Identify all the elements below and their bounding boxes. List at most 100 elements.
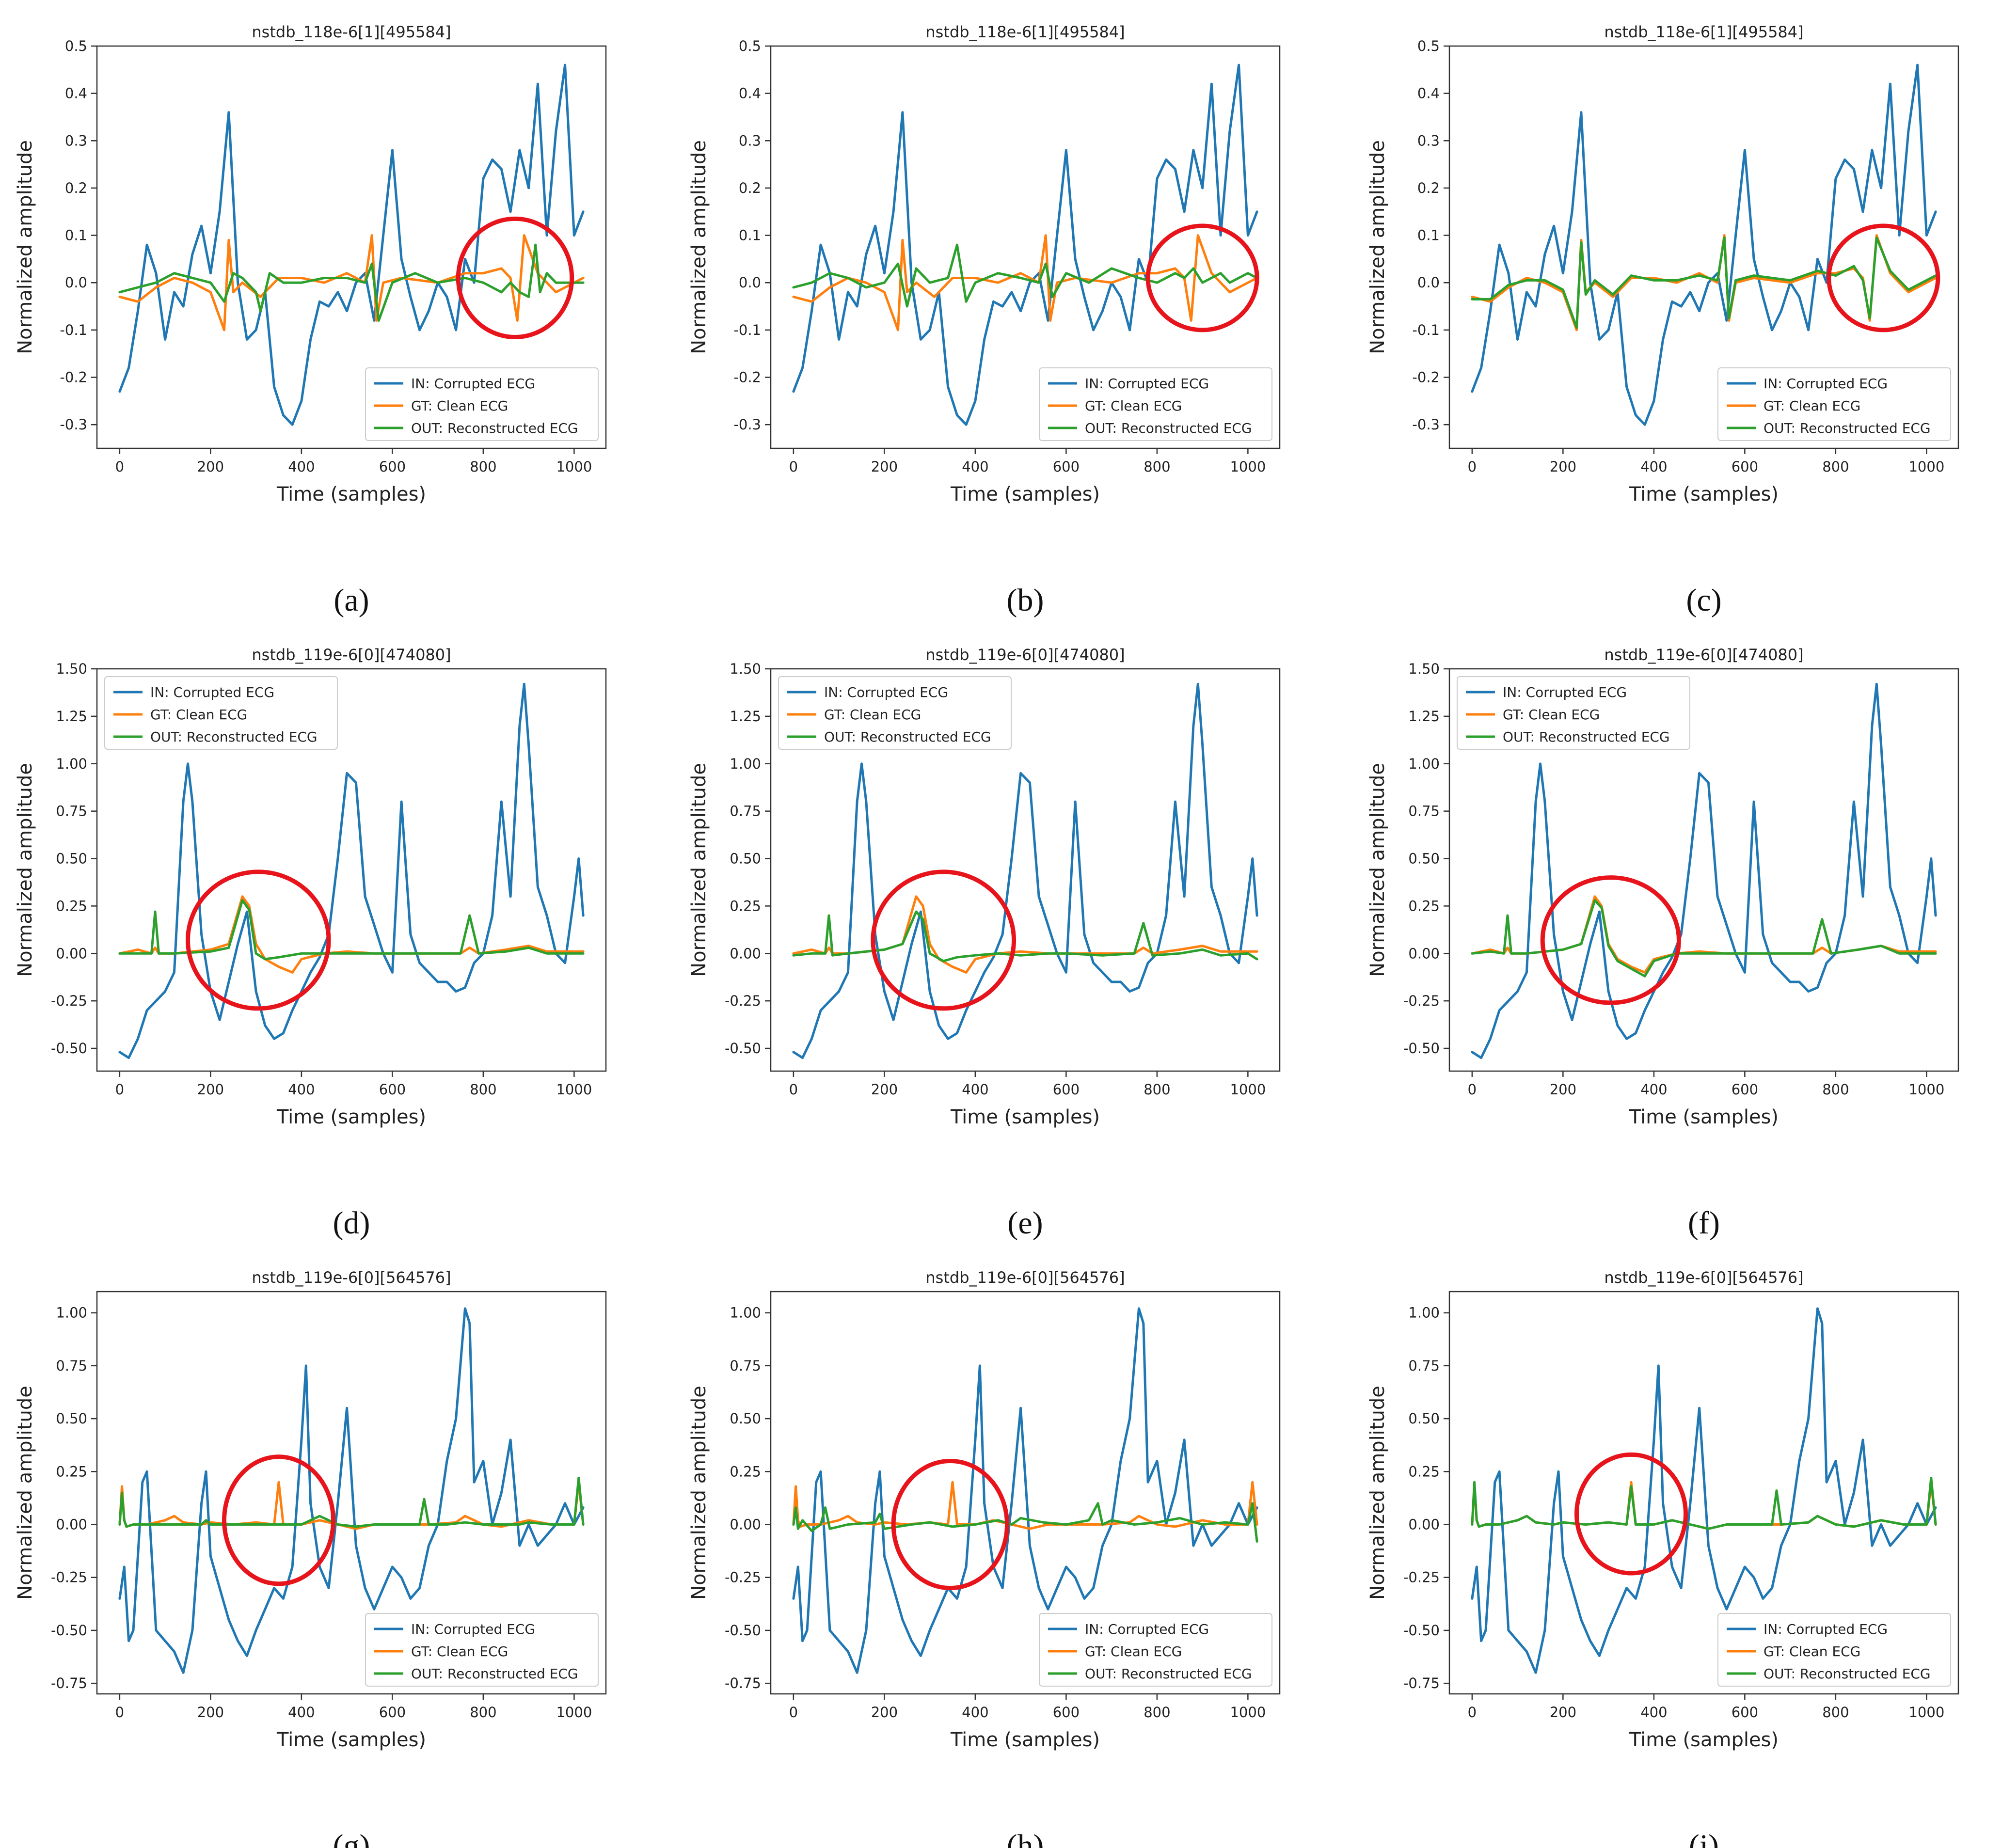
x-tick-label: 400 [1640,1081,1667,1098]
y-tick-label: -0.25 [725,1569,761,1586]
chart-panel: nstdb_119e-6[0][474080] 0 200 400 600 800 1000… [688,646,1281,1241]
x-axis-label: Time (samples) [276,1106,426,1128]
y-tick-label: -0.2 [733,369,761,386]
chart-panel: nstdb_118e-6[1][495584] 0 200 400 600 800 1000… [688,23,1281,618]
panel-caption: (b) [1007,583,1044,618]
legend-entry: IN: Corrupted ECG [1085,376,1209,392]
x-axis-label: Time (samples) [276,483,426,505]
y-tick-label: 1.00 [1408,756,1440,772]
legend-entry: GT: Clean ECG [1764,398,1860,414]
plot-area [1471,1307,1937,1674]
y-tick-label: -0.25 [1403,993,1440,1009]
legend: IN: Corrupted ECG GT: Clean ECG OUT: Recon… [778,676,1012,750]
series-in-corrupted-ecg [1471,63,1937,426]
y-tick-label: 1.00 [730,756,761,772]
series-in-corrupted-ecg [1471,1307,1937,1674]
legend-entry: OUT: Reconstructed ECG [411,1666,578,1682]
highlight-circle [222,1454,335,1586]
x-tick-label: 0 [1468,1704,1477,1721]
chart-panel: nstdb_119e-6[0][564576] 0 200 400 600 800 1000… [1366,1268,1959,1848]
chart-title: nstdb_118e-6[1][495584] [925,23,1125,41]
highlight-circle [456,216,574,340]
y-axis-label: Normalized amplitude [1366,140,1389,354]
x-tick-label: 0 [1468,1081,1477,1098]
panel-caption: (f) [1688,1205,1720,1241]
y-tick-label: 0.2 [739,180,761,196]
chart-panel: nstdb_119e-6[0][564576] 0 200 400 600 800 1000… [14,1268,607,1848]
series-out-reconstructed-ecg [1471,237,1937,329]
chart-title: nstdb_119e-6[0][474080] [925,646,1125,664]
x-tick-label: 400 [962,458,988,475]
series-out-reconstructed-ecg [118,243,585,322]
legend-entry: OUT: Reconstructed ECG [1764,420,1931,436]
x-tick-label: 200 [871,1704,898,1721]
y-tick-label: -0.75 [725,1675,761,1691]
x-tick-label: 0 [115,1704,124,1721]
y-tick-label: 0.25 [730,1463,761,1480]
chart-title: nstdb_119e-6[0][564576] [1604,1268,1803,1287]
x-tick-label: 800 [1144,458,1170,475]
highlight-circle [1574,1452,1688,1576]
legend-entry: OUT: Reconstructed ECG [150,729,318,745]
x-tick-label: 800 [470,1704,496,1721]
y-axis-label: Normalized amplitude [688,140,710,354]
y-tick-label: 0.0 [1417,274,1440,291]
x-tick-label: 400 [288,1081,315,1098]
x-axis-label: Time (samples) [1629,1106,1779,1128]
panel-caption: (c) [1686,583,1721,618]
y-tick-label: 0.00 [730,945,761,962]
y-tick-label: -0.2 [60,369,87,386]
y-tick-label: 0.75 [730,1358,761,1374]
y-tick-label: 0.75 [730,803,761,820]
y-tick-label: -0.1 [60,322,87,338]
series-out-reconstructed-ecg [118,1476,585,1528]
legend: IN: Corrupted ECG GT: Clean ECG OUT: Recon… [1039,367,1272,441]
x-tick-label: 600 [1732,458,1758,475]
legend-box [365,1613,599,1687]
y-tick-label: 0.00 [1408,945,1440,962]
x-axis-label: Time (samples) [1629,483,1779,505]
legend-entry: IN: Corrupted ECG [1764,1621,1888,1637]
y-tick-label: 0.0 [65,274,87,291]
y-tick-label: 1.25 [730,708,761,725]
legend-entry: OUT: Reconstructed ECG [1764,1666,1931,1682]
y-tick-label: 0.00 [730,1516,761,1533]
x-tick-label: 1000 [1908,1081,1944,1098]
y-tick-label: -0.1 [1412,322,1440,338]
axes-frame [96,668,607,1072]
x-tick-label: 200 [197,1704,224,1721]
legend-entry: OUT: Reconstructed ECG [411,420,578,436]
highlight-circle [871,869,1017,1011]
series-out-reconstructed-ecg [1471,899,1937,978]
series-out-reconstructed-ecg [118,899,585,961]
legend-entry: GT: Clean ECG [1085,398,1182,414]
legend-entry: IN: Corrupted ECG [1085,1621,1209,1637]
x-axis-label: Time (samples) [950,483,1100,505]
axes-frame [1448,1291,1959,1695]
x-tick-label: 200 [1550,1081,1576,1098]
plot-area [118,682,585,1059]
chart-title: nstdb_119e-6[0][474080] [252,646,451,664]
x-tick-label: 600 [1053,1081,1080,1098]
plot-area [792,63,1258,426]
chart-title: nstdb_118e-6[1][495584] [1604,23,1803,41]
series-gt-clean-ecg [792,234,1258,332]
x-tick-label: 1000 [1230,458,1266,475]
panel-caption: (e) [1007,1205,1043,1241]
y-tick-label: 0.1 [65,227,87,244]
panel-caption: (g) [333,1828,370,1848]
legend-entry: IN: Corrupted ECG [411,376,535,392]
y-tick-label: 1.50 [56,661,87,677]
x-tick-label: 400 [962,1704,988,1721]
y-tick-label: -0.2 [1412,369,1440,386]
y-tick-label: -0.25 [51,1569,87,1586]
x-tick-label: 200 [871,458,898,475]
legend-box [778,676,1012,750]
y-tick-label: 1.00 [730,1305,761,1321]
y-tick-label: -0.50 [1403,1040,1440,1057]
x-axis-label: Time (samples) [950,1106,1100,1128]
x-tick-label: 1000 [556,1081,592,1098]
y-tick-label: 0.1 [739,227,761,244]
panel-caption: (h) [1007,1828,1044,1848]
legend-entry: OUT: Reconstructed ECG [1085,420,1252,436]
